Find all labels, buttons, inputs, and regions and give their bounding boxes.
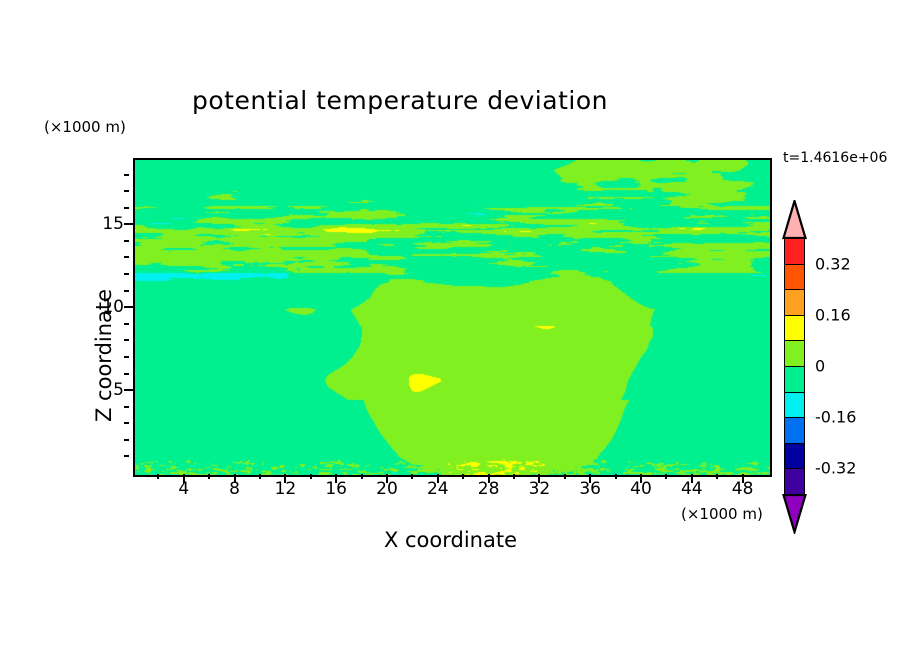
y-tick-mark (124, 422, 129, 425)
x-tick-mark (259, 474, 261, 479)
x-tick-mark (284, 474, 287, 483)
x-tick-mark (741, 474, 744, 483)
x-tick-mark (411, 474, 414, 479)
x-tick-mark (309, 474, 312, 479)
y-tick-mark (124, 223, 133, 226)
y-tick-label: 10 (102, 297, 124, 318)
x-tick-mark (208, 474, 211, 479)
plot-area (133, 158, 772, 477)
x-tick-label: 24 (426, 479, 449, 499)
y-tick-mark (124, 438, 129, 441)
colorbar-band (784, 366, 805, 394)
colorbar-tick-label: 0 (815, 356, 826, 376)
x-tick-mark (665, 474, 668, 479)
contour-field-canvas (135, 160, 770, 475)
y-tick-label: 5 (113, 380, 124, 401)
y-tick-label: 15 (102, 214, 124, 235)
colorbar-band (784, 468, 805, 496)
x-tick-mark (716, 474, 719, 479)
x-tick-label: 36 (579, 479, 602, 499)
colorbar-band (784, 263, 805, 291)
x-tick-mark (436, 474, 439, 483)
x-tick-label: 32 (528, 479, 551, 499)
y-tick-mark (124, 389, 133, 392)
colorbar-band (784, 238, 805, 266)
y-tick-mark (124, 372, 129, 375)
y-tick-mark (124, 273, 129, 276)
x-tick-mark (614, 474, 617, 479)
x-tick-label: 12 (274, 479, 297, 499)
x-tick-label: 40 (630, 479, 652, 499)
y-tick-mark (124, 355, 129, 358)
y-tick-mark (124, 455, 129, 458)
x-tick-mark (513, 474, 515, 479)
colorbar-over-arrow-outline (782, 200, 807, 240)
colorbar-band (784, 340, 805, 368)
y-tick-mark (124, 206, 129, 209)
colorbar-tick-label: -0.32 (815, 458, 857, 478)
x-tick-mark (335, 474, 338, 483)
colorbar-band (784, 391, 805, 419)
x-tick-label: 4 (178, 479, 190, 499)
x-axis-title: X coordinate (383, 528, 518, 552)
y-tick-mark (124, 405, 129, 408)
x-tick-mark (182, 474, 185, 483)
x-tick-mark (462, 474, 465, 479)
colorbar-tick-label: 0.32 (815, 254, 851, 274)
y-tick-mark (124, 256, 129, 259)
x-tick-mark (233, 474, 236, 483)
x-tick-label: 28 (477, 479, 500, 499)
colorbar-band (784, 289, 805, 317)
x-tick-label: 20 (376, 479, 398, 499)
colorbar-band (784, 314, 805, 342)
y-tick-mark (124, 190, 129, 193)
x-tick-mark (589, 474, 592, 483)
x-axis-unit-label: (×1000 m) (681, 505, 763, 523)
x-tick-mark (157, 474, 160, 479)
colorbar-band (784, 417, 805, 445)
x-tick-mark (360, 474, 363, 479)
x-tick-mark (487, 474, 490, 483)
colorbar-tick-label: 0.16 (815, 305, 851, 325)
y-tick-mark (124, 306, 133, 309)
y-tick-mark (124, 322, 129, 325)
x-tick-label: 48 (731, 479, 754, 499)
x-tick-label: 16 (325, 479, 348, 499)
y-tick-mark (124, 339, 129, 342)
colorbar-tick-label: -0.16 (815, 407, 857, 427)
x-tick-mark (640, 474, 642, 483)
page-title: potential temperature deviation (192, 86, 608, 115)
y-tick-mark (124, 173, 129, 176)
x-tick-mark (690, 474, 693, 483)
y-axis-unit-label: (×1000 m) (44, 118, 126, 136)
colorbar-band (784, 442, 805, 470)
x-tick-mark (538, 474, 541, 483)
y-tick-mark (124, 289, 129, 292)
x-tick-label: 44 (680, 479, 703, 499)
y-tick-mark (124, 239, 129, 242)
x-tick-label: 8 (229, 479, 241, 499)
colorbar-under-arrow-outline (782, 494, 807, 534)
time-stamp-label: t=1.4616e+06 (783, 150, 888, 166)
x-tick-mark (386, 474, 388, 483)
x-tick-mark (563, 474, 566, 479)
